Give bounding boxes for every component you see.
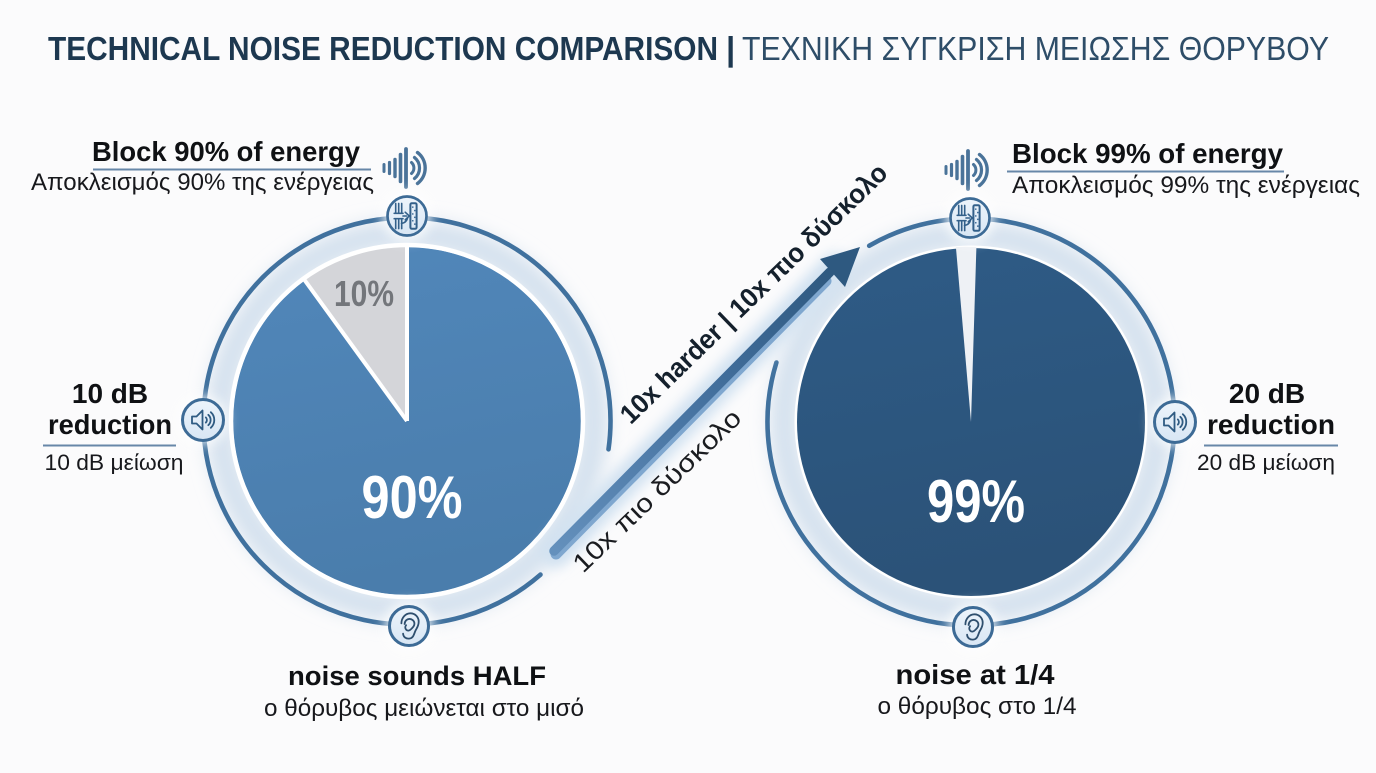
- svg-text:10 dB μείωση: 10 dB μείωση: [45, 450, 184, 475]
- svg-text:reduction: reduction: [1207, 409, 1335, 440]
- svg-text:Αποκλεισμός 90% της ενέργειας: Αποκλεισμός 90% της ενέργειας: [31, 169, 374, 196]
- svg-text:90%: 90%: [362, 464, 463, 531]
- svg-text:Αποκλεισμός 99% της ενέργειας: Αποκλεισμός 99% της ενέργειας: [1012, 172, 1360, 199]
- svg-text:99%: 99%: [927, 468, 1025, 535]
- svg-text:20 dB μείωση: 20 dB μείωση: [1197, 450, 1335, 475]
- svg-text:20 dB: 20 dB: [1229, 378, 1305, 409]
- svg-text:noise at 1/4: noise at 1/4: [896, 659, 1055, 690]
- svg-text:ο θόρυβος στο 1/4: ο θόρυβος στο 1/4: [878, 693, 1077, 720]
- svg-text:10 dB: 10 dB: [72, 378, 148, 409]
- svg-text:ο θόρυβος μειώνεται στο μισό: ο θόρυβος μειώνεται στο μισό: [264, 695, 584, 722]
- svg-text:Block 90% of energy: Block 90% of energy: [92, 136, 360, 167]
- svg-text:noise sounds HALF: noise sounds HALF: [288, 661, 546, 691]
- svg-text:ΤΕΧΝΙΚΗ ΣΥΓΚΡΙΣΗ ΜΕΙΩΣΗΣ ΘΟΡΥΒ: ΤΕΧΝΙΚΗ ΣΥΓΚΡΙΣΗ ΜΕΙΩΣΗΣ ΘΟΡΥΒΟΥ: [742, 30, 1329, 67]
- svg-text:TECHNICAL NOISE REDUCTION COMP: TECHNICAL NOISE REDUCTION COMPARISON: [48, 30, 718, 67]
- svg-text:10%: 10%: [334, 273, 394, 314]
- svg-text:|: |: [726, 30, 735, 67]
- svg-text:reduction: reduction: [48, 409, 172, 440]
- svg-text:Block 99% of energy: Block 99% of energy: [1012, 138, 1283, 169]
